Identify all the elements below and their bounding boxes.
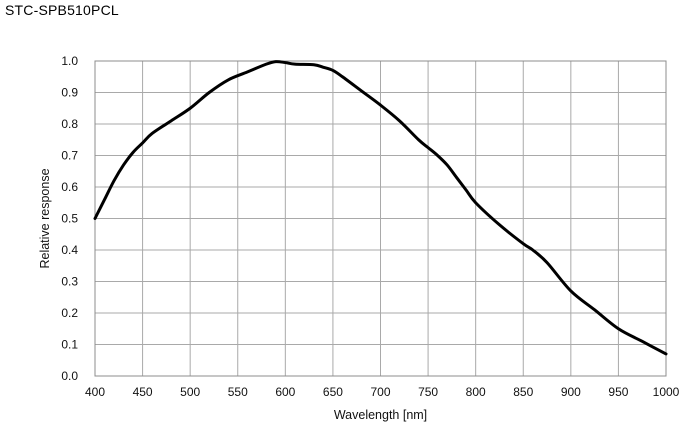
x-tick-label: 600 [275, 385, 295, 399]
x-tick-label: 400 [85, 385, 105, 399]
y-tick-label: 1.0 [61, 54, 78, 68]
y-axis-ticks: 0.0 0.1 0.2 0.3 0.4 0.5 0.6 0.7 0.8 0.9 1.0 [61, 54, 78, 383]
y-tick-label: 0.6 [61, 180, 78, 194]
x-tick-label: 450 [133, 385, 153, 399]
x-axis-label: Wavelength [nm] [334, 408, 427, 422]
y-axis-label: Relative response [38, 168, 52, 268]
y-tick-label: 0.4 [61, 243, 78, 257]
x-tick-label: 1000 [653, 385, 680, 399]
x-tick-label: 900 [561, 385, 581, 399]
y-tick-label: 0.5 [61, 212, 78, 226]
y-tick-label: 0.9 [61, 86, 78, 100]
y-tick-label: 0.0 [61, 369, 78, 383]
x-tick-label: 750 [418, 385, 438, 399]
grid [95, 61, 666, 376]
x-tick-label: 700 [370, 385, 390, 399]
x-tick-label: 550 [228, 385, 248, 399]
x-tick-label: 500 [180, 385, 200, 399]
y-tick-label: 0.8 [61, 117, 78, 131]
x-tick-label: 850 [513, 385, 533, 399]
y-tick-label: 0.1 [61, 338, 78, 352]
y-tick-label: 0.2 [61, 306, 78, 320]
x-tick-label: 650 [323, 385, 343, 399]
y-tick-label: 0.7 [61, 149, 78, 163]
series-line-relative-response [93, 60, 668, 356]
x-axis-ticks: 400 450 500 550 600 650 700 750 800 850 900 950 1000 [85, 385, 680, 399]
y-tick-label: 0.3 [61, 275, 78, 289]
x-tick-label: 950 [608, 385, 628, 399]
x-tick-label: 800 [466, 385, 486, 399]
chart-title: STC-SPB510PCL [5, 2, 119, 18]
